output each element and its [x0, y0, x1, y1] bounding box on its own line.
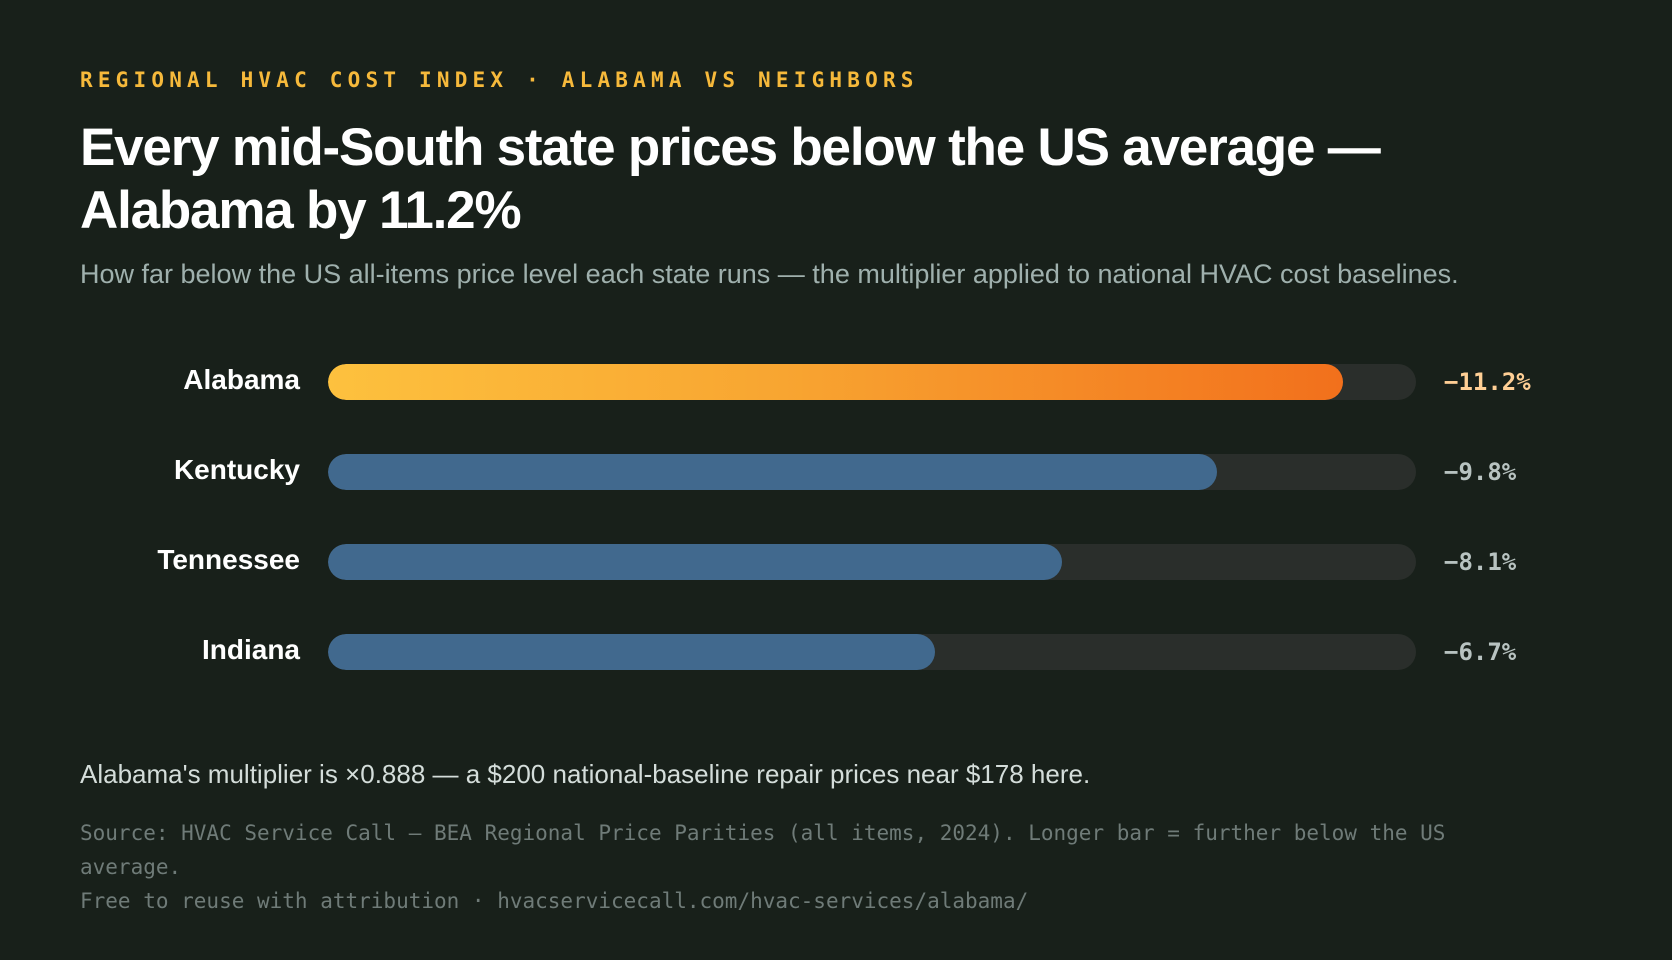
bar-value-tennessee: −8.1%: [1444, 548, 1517, 576]
bar-track-tennessee: [328, 544, 1416, 580]
bar-row-indiana: Indiana −6.7%: [80, 630, 1600, 670]
chart-note: Alabama's multiplier is ×0.888 — a $200 …: [80, 759, 1091, 789]
bar-tennessee: [328, 544, 1062, 580]
source-note: Source: HVAC Service Call — BEA Regional…: [80, 816, 1520, 918]
chart-card: REGIONAL HVAC COST INDEX · ALABAMA VS NE…: [80, 0, 1600, 960]
bar-value-kentucky: −9.8%: [1444, 458, 1517, 486]
bar-row-alabama: Alabama −11.2%: [80, 360, 1600, 400]
bar-track-alabama: [328, 364, 1416, 400]
bar-indiana: [328, 634, 935, 670]
chart-kicker: REGIONAL HVAC COST INDEX · ALABAMA VS NE…: [80, 68, 919, 92]
bar-label-alabama: Alabama: [183, 364, 300, 395]
bar-row-tennessee: Tennessee −8.1%: [80, 540, 1600, 580]
source-line-2: Free to reuse with attribution · hvacser…: [80, 889, 1029, 913]
bar-row-kentucky: Kentucky −9.8%: [80, 450, 1600, 490]
chart-title: Every mid-South state prices below the U…: [80, 118, 1381, 240]
bar-track-kentucky: [328, 454, 1416, 490]
chart-subtitle: How far below the US all-items price lev…: [80, 259, 1459, 289]
bar-label-kentucky: Kentucky: [173, 454, 300, 485]
bar-alabama: [328, 364, 1343, 400]
bar-label-indiana: Indiana: [201, 634, 300, 665]
bar-value-alabama: −11.2%: [1444, 368, 1531, 396]
bar-chart: Alabama −11.2% Kentucky −9.8% Tennessee −8.1%…: [80, 360, 1600, 740]
bar-value-indiana: −6.7%: [1444, 638, 1517, 666]
bar-kentucky: [328, 454, 1217, 490]
bar-label-tennessee: Tennessee: [157, 544, 300, 575]
bar-track-indiana: [328, 634, 1416, 670]
source-line-1: Source: HVAC Service Call — BEA Regional…: [80, 821, 1446, 879]
